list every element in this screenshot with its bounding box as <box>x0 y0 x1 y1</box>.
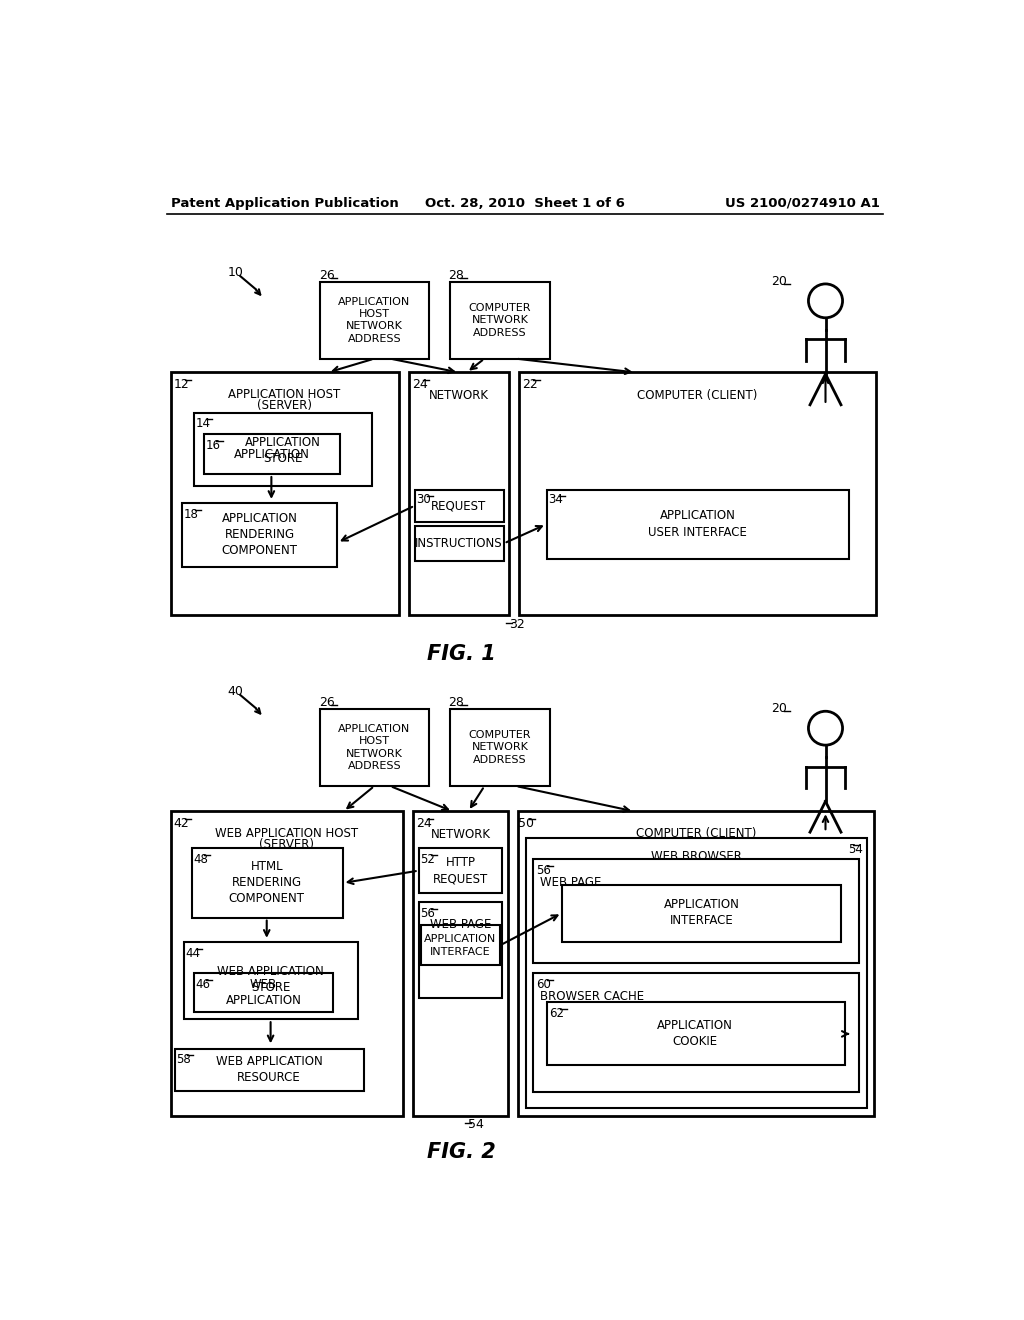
Text: 50: 50 <box>518 817 534 830</box>
Text: 26: 26 <box>318 696 335 709</box>
Bar <box>547 490 849 558</box>
Bar <box>414 812 508 1115</box>
Bar <box>415 527 504 561</box>
Text: Patent Application Publication: Patent Application Publication <box>171 197 398 210</box>
Text: APPLICATION
STORE: APPLICATION STORE <box>245 436 321 465</box>
Text: REQUEST: REQUEST <box>431 499 486 512</box>
Bar <box>191 849 343 917</box>
Text: INSTRUCTIONS: INSTRUCTIONS <box>415 537 503 550</box>
Text: 42: 42 <box>174 817 189 830</box>
Text: 30: 30 <box>417 494 431 507</box>
Text: 26: 26 <box>318 269 335 282</box>
Text: APPLICATION
INTERFACE: APPLICATION INTERFACE <box>664 899 739 928</box>
Text: 12: 12 <box>174 378 189 391</box>
Bar <box>321 281 429 359</box>
Text: 48: 48 <box>194 853 208 866</box>
Bar <box>183 942 358 1019</box>
Text: WEB BROWSER: WEB BROWSER <box>650 850 741 863</box>
Text: 62: 62 <box>550 1007 564 1020</box>
Bar <box>562 884 841 942</box>
Text: WEB PAGE: WEB PAGE <box>430 917 492 931</box>
Text: COMPUTER (CLIENT): COMPUTER (CLIENT) <box>636 826 757 840</box>
Bar <box>419 849 503 892</box>
Bar <box>525 838 866 1107</box>
Text: 24: 24 <box>417 817 432 830</box>
Text: 28: 28 <box>449 696 464 709</box>
Text: 34: 34 <box>548 494 563 507</box>
Text: 52: 52 <box>420 853 435 866</box>
Text: 32: 32 <box>509 618 525 631</box>
Text: WEB APPLICATION HOST: WEB APPLICATION HOST <box>215 826 358 840</box>
Bar <box>171 372 399 615</box>
Text: (SERVER): (SERVER) <box>257 400 312 412</box>
Bar <box>174 1048 365 1090</box>
Text: 54: 54 <box>468 1118 484 1131</box>
Bar <box>194 413 372 486</box>
Text: 44: 44 <box>185 946 201 960</box>
Text: 60: 60 <box>537 978 551 991</box>
Text: 56: 56 <box>537 863 551 876</box>
Text: WEB APPLICATION
STORE: WEB APPLICATION STORE <box>217 965 324 994</box>
Text: HTML
RENDERING
COMPONENT: HTML RENDERING COMPONENT <box>228 861 305 906</box>
Text: COMPUTER
NETWORK
ADDRESS: COMPUTER NETWORK ADDRESS <box>469 302 531 338</box>
Text: WEB PAGE: WEB PAGE <box>540 876 601 890</box>
Text: WEB APPLICATION
RESOURCE: WEB APPLICATION RESOURCE <box>216 1055 323 1084</box>
Bar <box>421 925 500 965</box>
Text: FIG. 2: FIG. 2 <box>427 1143 496 1163</box>
Text: APPLICATION: APPLICATION <box>233 447 309 461</box>
Bar <box>415 490 504 521</box>
Text: 24: 24 <box>412 378 427 391</box>
Bar <box>419 903 503 998</box>
Text: APPLICATION HOST: APPLICATION HOST <box>228 388 341 401</box>
Text: APPLICATION
RENDERING
COMPONENT: APPLICATION RENDERING COMPONENT <box>222 512 298 557</box>
Text: FIG. 1: FIG. 1 <box>427 644 496 664</box>
Text: (SERVER): (SERVER) <box>259 838 314 851</box>
Bar <box>518 812 874 1115</box>
Bar <box>547 1002 845 1065</box>
Bar <box>409 372 509 615</box>
Text: 56: 56 <box>420 907 435 920</box>
Text: COMPUTER
NETWORK
ADDRESS: COMPUTER NETWORK ADDRESS <box>469 730 531 764</box>
Text: APPLICATION
INTERFACE: APPLICATION INTERFACE <box>424 935 497 957</box>
Bar <box>534 973 859 1093</box>
Text: 58: 58 <box>176 1053 190 1067</box>
Bar <box>194 973 334 1011</box>
Bar <box>182 503 337 566</box>
Bar <box>321 709 429 785</box>
Text: BROWSER CACHE: BROWSER CACHE <box>540 990 644 1003</box>
Text: 46: 46 <box>196 978 210 991</box>
Bar <box>171 812 403 1115</box>
Bar <box>519 372 876 615</box>
Text: APPLICATION
USER INTERFACE: APPLICATION USER INTERFACE <box>648 510 748 539</box>
Text: NETWORK: NETWORK <box>429 389 488 403</box>
Text: APPLICATION
HOST
NETWORK
ADDRESS: APPLICATION HOST NETWORK ADDRESS <box>338 297 411 343</box>
Text: APPLICATION
HOST
NETWORK
ADDRESS: APPLICATION HOST NETWORK ADDRESS <box>338 723 411 771</box>
Text: 20: 20 <box>771 702 787 715</box>
Text: HTTP
REQUEST: HTTP REQUEST <box>433 857 488 886</box>
Text: WEB
APPLICATION: WEB APPLICATION <box>225 978 301 1007</box>
Text: 10: 10 <box>227 265 243 279</box>
Text: 40: 40 <box>227 685 243 698</box>
Text: 28: 28 <box>449 269 464 282</box>
Text: 20: 20 <box>771 275 787 288</box>
Bar <box>534 859 859 964</box>
Bar <box>450 281 550 359</box>
Text: COMPUTER (CLIENT): COMPUTER (CLIENT) <box>637 389 758 403</box>
Text: Oct. 28, 2010  Sheet 1 of 6: Oct. 28, 2010 Sheet 1 of 6 <box>425 197 625 210</box>
Bar <box>450 709 550 785</box>
Text: 14: 14 <box>196 417 210 430</box>
Text: APPLICATION
COOKIE: APPLICATION COOKIE <box>657 1019 733 1048</box>
Text: 54: 54 <box>849 843 863 855</box>
Text: US 2100/0274910 A1: US 2100/0274910 A1 <box>725 197 880 210</box>
Text: 16: 16 <box>206 438 220 451</box>
Bar <box>204 434 340 474</box>
Text: NETWORK: NETWORK <box>430 829 490 841</box>
Text: 22: 22 <box>522 378 539 391</box>
Text: 18: 18 <box>183 508 199 521</box>
